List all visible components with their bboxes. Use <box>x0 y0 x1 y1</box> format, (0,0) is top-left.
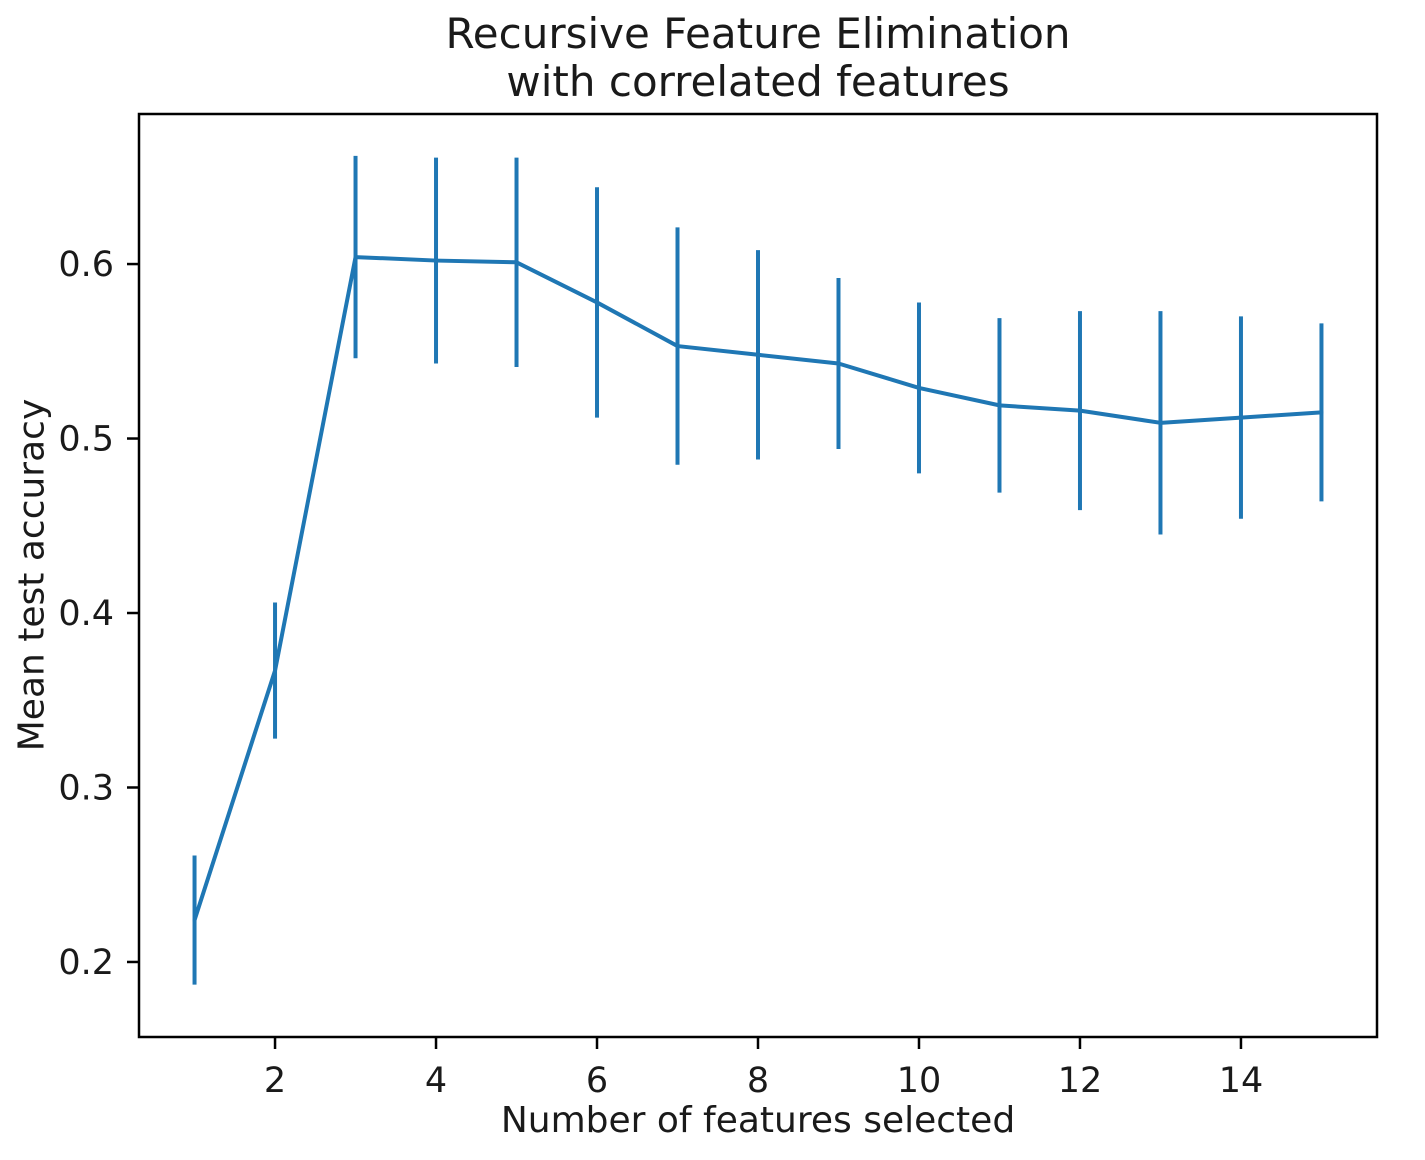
y-tick-label: 0.3 <box>58 768 114 808</box>
x-tick-label: 10 <box>897 1061 942 1101</box>
x-axis-label: Number of features selected <box>500 1100 1016 1141</box>
y-tick-label: 0.5 <box>58 420 114 460</box>
x-tick-label: 14 <box>1219 1061 1264 1101</box>
x-tick-label: 8 <box>747 1061 769 1101</box>
x-tick-label: 4 <box>425 1061 447 1101</box>
x-tick-label: 2 <box>264 1061 286 1101</box>
y-tick-label: 0.4 <box>58 594 114 634</box>
chart-title-line2: with correlated features <box>506 56 1010 106</box>
accuracy-line <box>192 255 1324 923</box>
chart-title-line1: Recursive Feature Elimination <box>445 9 1071 58</box>
chart-title: Recursive Feature Elimination with corre… <box>139 10 1377 106</box>
x-tick-label: 12 <box>1058 1061 1103 1101</box>
y-tick-label: 0.6 <box>58 245 114 285</box>
y-tick-label: 0.2 <box>58 943 114 983</box>
x-tick-label: 6 <box>586 1061 608 1101</box>
